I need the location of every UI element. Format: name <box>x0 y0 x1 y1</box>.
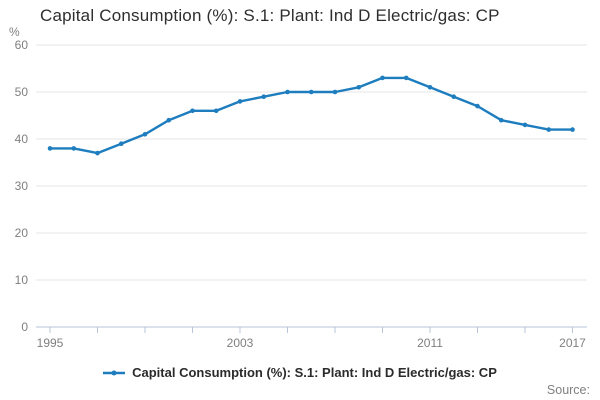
legend-marker-dot <box>111 370 117 375</box>
y-tick-label: 10 <box>15 273 29 287</box>
legend-label: Capital Consumption (%): S.1: Plant: Ind… <box>132 365 497 380</box>
data-point-marker <box>546 127 552 132</box>
data-point-marker <box>380 75 385 81</box>
data-point-marker <box>213 108 219 114</box>
data-point-marker <box>285 89 290 95</box>
data-point-marker <box>475 103 480 109</box>
y-tick-label: 0 <box>21 320 28 334</box>
y-tick-label: 40 <box>15 132 29 146</box>
data-point-marker <box>47 146 53 151</box>
line-chart-plot: 0 10 20 30 40 50 60 1995 2003 2011 2017 <box>15 38 587 350</box>
data-point-marker <box>142 132 148 137</box>
data-point-marker <box>261 94 267 99</box>
y-tick-label: 50 <box>15 85 29 99</box>
x-tick-label: 2017 <box>559 336 586 350</box>
x-tick-label: 2011 <box>417 336 443 350</box>
data-point-marker <box>166 117 172 123</box>
data-point-marker <box>95 150 100 156</box>
y-tick-label: 20 <box>15 226 29 240</box>
data-point-marker <box>237 99 243 104</box>
legend: Capital Consumption (%): S.1: Plant: Ind… <box>0 365 600 380</box>
x-tick-label: 1995 <box>37 336 64 350</box>
legend-line-marker <box>103 370 126 375</box>
y-tick-label: 60 <box>15 38 29 52</box>
data-point-marker <box>332 89 338 95</box>
data-point-marker <box>190 108 195 114</box>
data-point-marker <box>71 146 77 151</box>
data-point-marker <box>308 89 314 95</box>
chart-title: Capital Consumption (%): S.1: Plant: Ind… <box>40 6 500 25</box>
data-point-marker <box>118 141 124 146</box>
data-point-marker <box>570 127 575 132</box>
series-line <box>48 76 574 155</box>
data-point-marker <box>356 85 362 90</box>
source-label: Source: <box>546 383 590 397</box>
y-tick-label: 30 <box>15 179 29 193</box>
data-point-marker <box>498 117 504 123</box>
y-axis-unit-label: % <box>9 25 20 39</box>
x-tick-label: 2003 <box>227 336 254 350</box>
data-point-marker <box>522 122 528 128</box>
data-point-marker <box>403 75 409 81</box>
data-point-marker <box>427 85 433 90</box>
data-point-marker <box>451 94 457 99</box>
